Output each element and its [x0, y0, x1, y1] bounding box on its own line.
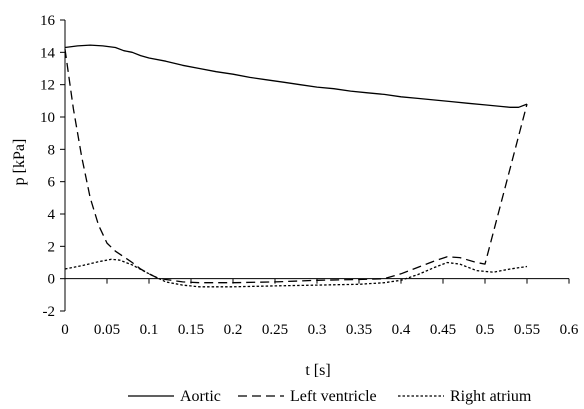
- x-tick-label: 0.15: [178, 322, 204, 338]
- y-tick-label: 16: [40, 13, 56, 29]
- legend-label: Left ventricle: [290, 388, 377, 405]
- x-tick-label: 0.05: [94, 322, 120, 338]
- x-tick-label: 0.35: [346, 322, 372, 338]
- legend-label: Aortic: [180, 388, 221, 405]
- x-axis-ticks: 0 0.05 0.1 0.15 0.2 0.25 0.3 0.35 0.4 0.45 0.5 0.55…: [61, 278, 579, 338]
- series-line-aortic: [64, 44, 528, 108]
- y-tick-label: 0: [48, 272, 56, 288]
- x-tick-label: 0.4: [392, 322, 411, 338]
- y-tick-label: 10: [40, 110, 55, 126]
- y-tick-label: 4: [48, 207, 56, 223]
- x-tick-label: 0.2: [224, 322, 243, 338]
- x-tick-label: 0: [61, 322, 69, 338]
- chart-series-lines: [64, 44, 528, 288]
- x-tick-label: 0.45: [430, 322, 456, 338]
- y-tick-label: 6: [48, 175, 56, 191]
- x-tick-label: 0.55: [514, 322, 540, 338]
- x-tick-label: 0.5: [476, 322, 495, 338]
- legend-label: Right atrium: [450, 388, 532, 405]
- x-tick-label: 0.3: [308, 322, 327, 338]
- series-line-right-atrium: [64, 258, 528, 288]
- y-axis-ticks: -2 0 2 4 6 8 10 12 14 16: [40, 13, 65, 320]
- y-tick-label: 12: [40, 78, 55, 94]
- series-line-left-ventricle: [64, 49, 528, 284]
- chart-legend: Aortic Left ventricle Right atrium: [128, 388, 532, 405]
- y-tick-label: 8: [48, 142, 56, 158]
- y-tick-label: -2: [43, 304, 56, 320]
- x-axis-title: t [s]: [305, 362, 330, 379]
- y-tick-label: 14: [40, 45, 56, 61]
- x-tick-label: 0.1: [140, 322, 159, 338]
- x-tick-label: 0.6: [560, 322, 579, 338]
- y-tick-label: 2: [48, 239, 56, 255]
- y-axis-title: p [kPa]: [11, 139, 28, 186]
- x-tick-label: 0.25: [262, 322, 288, 338]
- chart-axes: [64, 20, 569, 311]
